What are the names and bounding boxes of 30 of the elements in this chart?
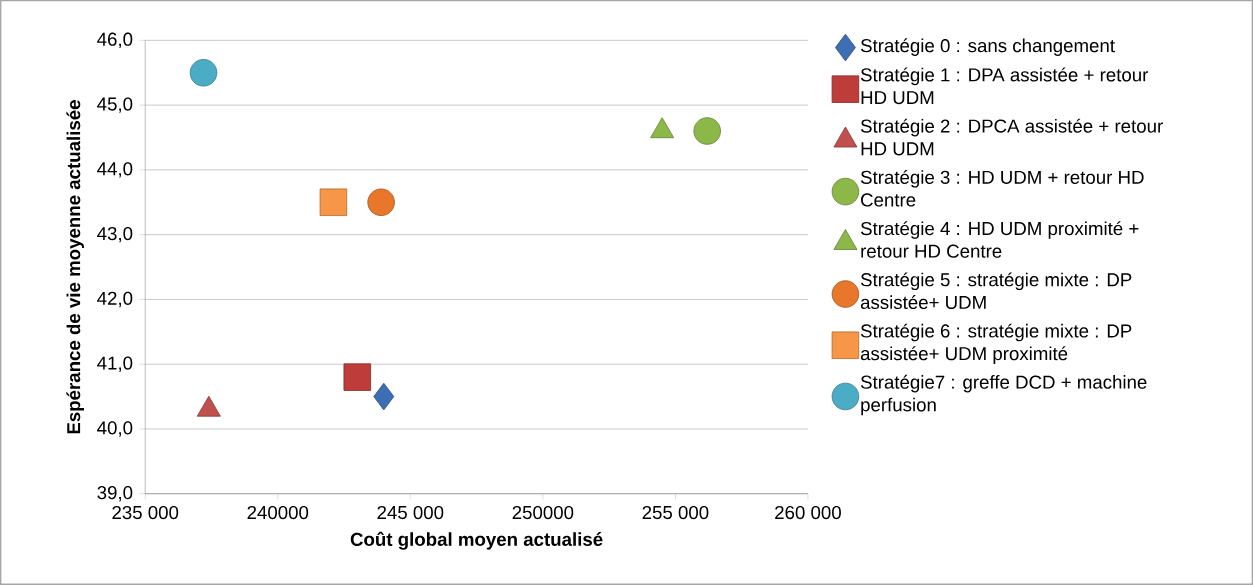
point [319,188,348,217]
x-tick-label: 240000 [247,505,309,520]
y-tick-label: 42,0 [97,291,133,308]
y-tick-label: 39,0 [97,486,133,502]
point [343,363,372,391]
x-tick-label: 245 000 [377,505,444,520]
x-axis-title: Coût global moyen actualisé [350,531,603,550]
y-axis-title: Espérance de vie moyenne actualisée [66,100,84,434]
point [693,117,721,145]
y-tick-label: 40,0 [97,421,133,437]
x-tick-label: 260 000 [775,505,841,520]
y-tick-label: 44,0 [97,162,133,178]
legend-label: Stratégie 2 : DPCA assistée + retour HD UDM [860,118,1163,156]
point [373,382,395,411]
point [189,59,218,87]
legend-label: Stratégie 1 : DPA assistée + retour HD UDM [860,67,1149,105]
x-tick-label: 235 000 [112,505,179,520]
x-tick-label: 255 000 [642,505,709,520]
y-tick-label: 41,0 [97,356,133,372]
x-tick-label: 250000 [512,505,574,520]
legend-label: Stratégie 4 : HD UDM proximité + retour HD Centre [860,221,1139,258]
legend-label: Stratégie 0 : sans changement [860,38,1115,56]
legend-label: Stratégie 3 : HD UDM + retour HD Centre [860,170,1144,207]
point [367,188,395,217]
legend-label: Stratégie 6 : stratégie mixte : DP assistée+ UDM proximité [860,323,1132,364]
legend-label: Stratégie 5 : stratégie mixte : DP assistée+ UDM [860,272,1132,310]
y-tick-label: 45,0 [97,97,133,113]
legend-label: Stratégie7 : greffe DCD + machine perfusion [860,374,1147,416]
y-tick-label: 43,0 [97,226,133,243]
y-tick-label: 46,0 [97,32,133,49]
